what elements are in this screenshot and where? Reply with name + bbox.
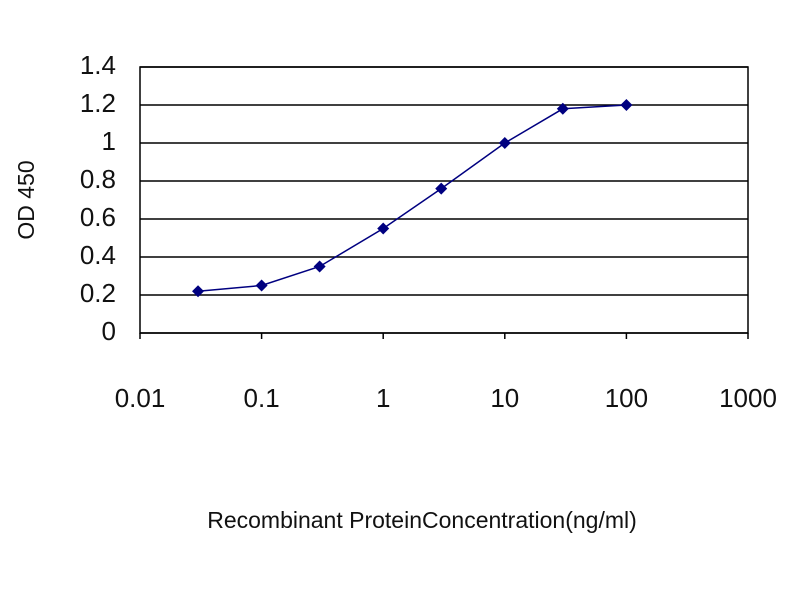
data-marker xyxy=(255,279,268,292)
x-tick-label: 0.01 xyxy=(115,383,166,413)
x-tick-label: 1 xyxy=(376,383,390,413)
y-tick-label: 0.4 xyxy=(80,240,116,270)
x-axis-title: Recombinant ProteinConcentration(ng/ml) xyxy=(207,507,637,533)
data-marker xyxy=(620,99,633,111)
x-tick-label: 1000 xyxy=(719,383,777,413)
y-tick-label: 1.2 xyxy=(80,88,116,118)
data-marker xyxy=(498,137,511,149)
data-marker xyxy=(192,285,205,298)
x-tick-label: 0.1 xyxy=(244,383,280,413)
y-tick-label: 0.2 xyxy=(80,278,116,308)
y-tick-label: 0.6 xyxy=(80,202,116,232)
data-line xyxy=(197,104,627,292)
y-tick-label: 1 xyxy=(102,126,116,156)
plot-area xyxy=(139,66,749,334)
data-marker xyxy=(313,260,326,273)
y-tick-label: 0.8 xyxy=(80,164,116,194)
data-marker xyxy=(435,182,448,195)
y-tick-label: 1.4 xyxy=(80,50,116,80)
y-tick-label: 0 xyxy=(102,316,116,346)
data-marker xyxy=(556,102,569,115)
x-tick-label: 100 xyxy=(605,383,648,413)
x-tick-label: 10 xyxy=(490,383,519,413)
data-marker xyxy=(377,222,390,235)
y-axis-title: OD 450 xyxy=(13,160,39,239)
